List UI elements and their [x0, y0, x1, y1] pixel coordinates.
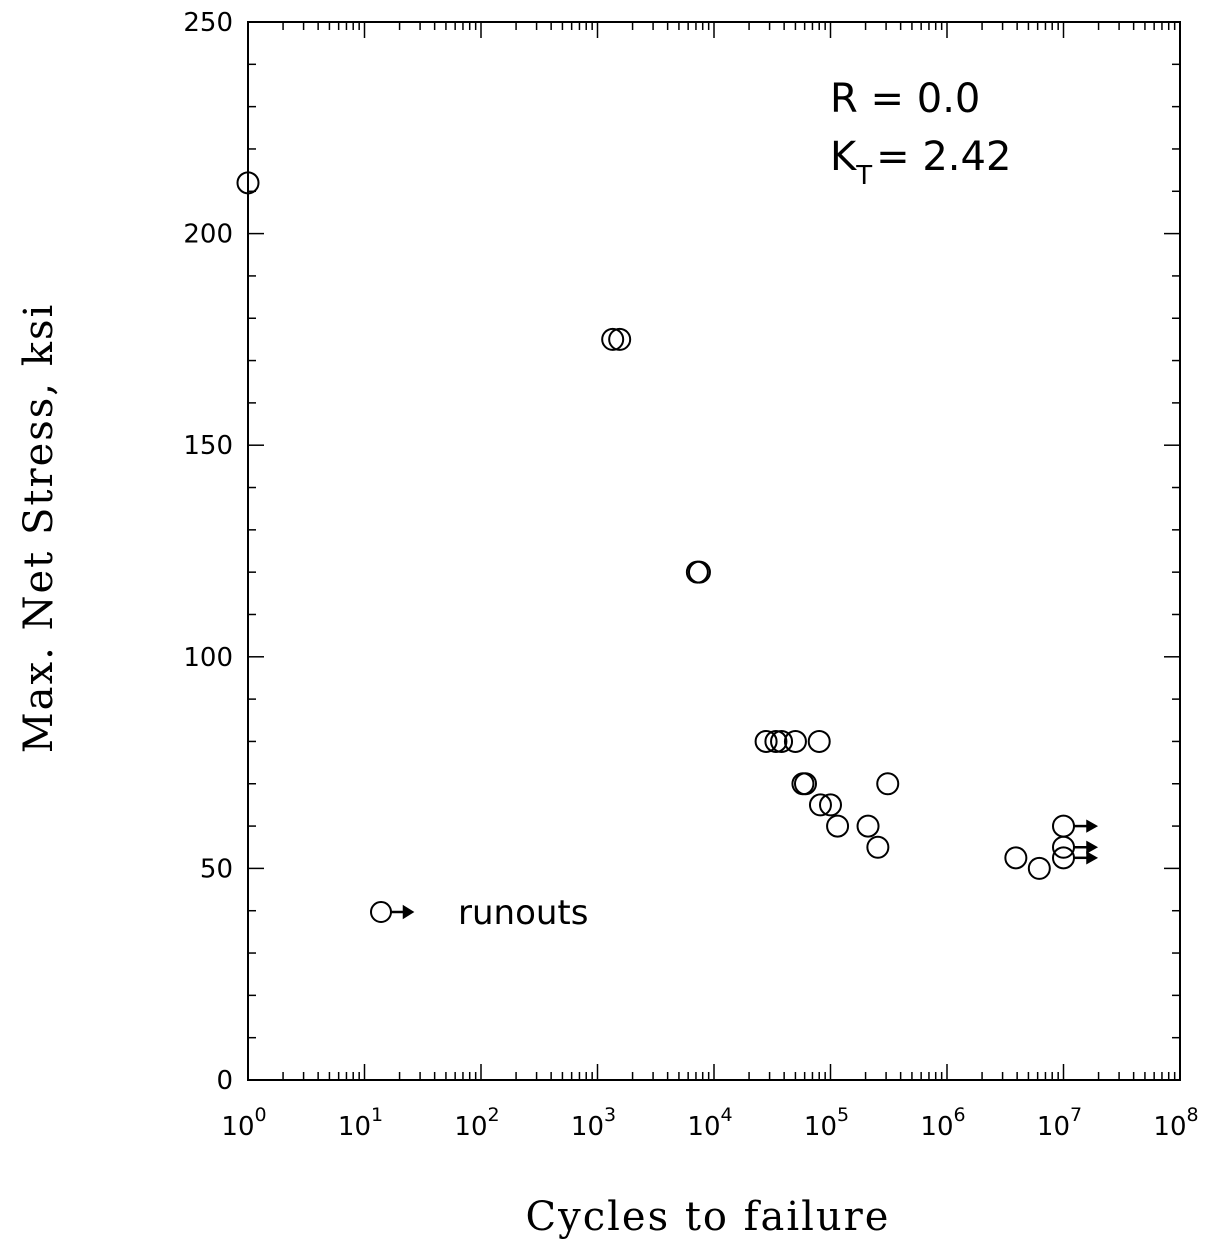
x-tick-label: 102 — [454, 1104, 499, 1142]
data-point-marker — [1052, 814, 1075, 838]
x-tick-label: 106 — [920, 1104, 965, 1142]
data-point — [876, 772, 900, 796]
y-tick-labels: 0 50 100 150 200 250 — [183, 8, 233, 1096]
x-tick-label-exponent: 4 — [721, 1104, 733, 1126]
data-point — [687, 560, 711, 584]
x-tick-label-exponent: 0 — [255, 1104, 267, 1126]
data-point-marker — [685, 560, 709, 584]
x-tick-label-base: 10 — [221, 1112, 254, 1142]
legend: runouts — [370, 893, 588, 933]
y-axis-label: Max. Net Stress, ksi — [16, 303, 62, 754]
data-point — [754, 729, 778, 753]
data-point — [236, 171, 260, 195]
x-tick-label: 101 — [338, 1104, 383, 1142]
data-point — [793, 772, 817, 796]
x-tick-label: 100 — [221, 1104, 266, 1142]
x-tick-label-exponent: 1 — [371, 1104, 383, 1126]
data-point-marker — [764, 729, 788, 753]
data-point-marker — [608, 327, 632, 351]
data-point — [608, 327, 632, 351]
x-tick-label-base: 10 — [571, 1112, 604, 1142]
kt-suffix: = 2.42 — [876, 134, 1011, 180]
legend-label: runouts — [458, 893, 588, 933]
data-point — [808, 793, 832, 817]
data-point — [685, 560, 709, 584]
data-point — [819, 793, 842, 817]
legend-marker — [370, 901, 392, 923]
x-tick-label-base: 10 — [1037, 1112, 1070, 1142]
x-tick-label-base: 10 — [804, 1112, 837, 1142]
data-point-marker — [754, 729, 778, 753]
x-tick-label-base: 10 — [920, 1112, 953, 1142]
x-tick-label-base: 10 — [687, 1112, 720, 1142]
runout-point — [1052, 835, 1099, 859]
runout-arrow-head — [1086, 840, 1099, 854]
data-point — [1004, 846, 1028, 870]
plot-frame — [247, 21, 1181, 1081]
x-tick-label: 105 — [804, 1104, 849, 1142]
x-tick-label: 108 — [1153, 1104, 1198, 1142]
data-point — [866, 835, 890, 859]
data-point-marker — [856, 814, 880, 838]
x-tick-label: 104 — [687, 1104, 732, 1142]
kt-subscript: T — [855, 161, 872, 191]
x-tick-label-base: 10 — [338, 1112, 371, 1142]
data-point — [770, 729, 794, 753]
data-point-marker — [1027, 856, 1051, 880]
data-point-marker — [866, 835, 890, 859]
runout-point — [1052, 846, 1099, 870]
axis-ticks — [247, 21, 1181, 1081]
y-tick-label: 200 — [183, 220, 233, 250]
data-point — [601, 327, 625, 351]
data-point — [1027, 856, 1051, 880]
data-point-marker — [601, 327, 625, 351]
data-point-marker — [819, 793, 842, 817]
x-tick-label-exponent: 8 — [1187, 1104, 1199, 1126]
data-point — [856, 814, 880, 838]
data-point — [783, 729, 807, 753]
x-tick-label: 107 — [1037, 1104, 1082, 1142]
x-tick-label-exponent: 6 — [954, 1104, 966, 1126]
data-point-marker — [826, 814, 850, 838]
runout-point — [1052, 814, 1099, 838]
annotation-kt-value: KT = 2.42 — [830, 134, 1011, 191]
data-point — [826, 814, 850, 838]
data-point-marker — [1004, 846, 1028, 870]
x-tick-label-exponent: 2 — [488, 1104, 500, 1126]
data-point-marker — [807, 729, 831, 753]
runout-arrow-head — [1086, 819, 1099, 833]
data-point-marker — [236, 171, 260, 195]
data-point-marker — [783, 729, 807, 753]
legend-arrow-head — [402, 904, 415, 920]
x-tick-label-exponent: 7 — [1070, 1104, 1082, 1126]
data-point — [764, 729, 788, 753]
y-tick-label: 100 — [183, 643, 233, 673]
x-tick-label: 103 — [571, 1104, 616, 1142]
data-point-marker — [876, 772, 900, 796]
y-tick-label: 150 — [183, 431, 233, 461]
y-tick-label: 50 — [200, 854, 233, 884]
runout-arrow-head — [1086, 851, 1099, 865]
x-tick-labels: 100 101 102 103 104 105 106 107 108 — [221, 1104, 1198, 1142]
annotation-r-value: R = 0.0 — [830, 76, 980, 122]
data-points — [236, 171, 1099, 880]
x-tick-label-exponent: 5 — [837, 1104, 849, 1126]
data-point-marker — [808, 793, 832, 817]
data-point — [807, 729, 831, 753]
data-point-marker — [687, 560, 711, 584]
y-tick-label: 250 — [183, 8, 233, 38]
data-point-marker — [793, 772, 817, 796]
x-tick-label-base: 10 — [1153, 1112, 1186, 1142]
y-tick-label: 0 — [216, 1066, 233, 1096]
x-tick-label-base: 10 — [454, 1112, 487, 1142]
x-tick-label-exponent: 3 — [604, 1104, 616, 1126]
kt-symbol: K — [830, 134, 858, 180]
data-point-marker — [770, 729, 794, 753]
x-axis-label: Cycles to failure — [526, 1194, 891, 1240]
